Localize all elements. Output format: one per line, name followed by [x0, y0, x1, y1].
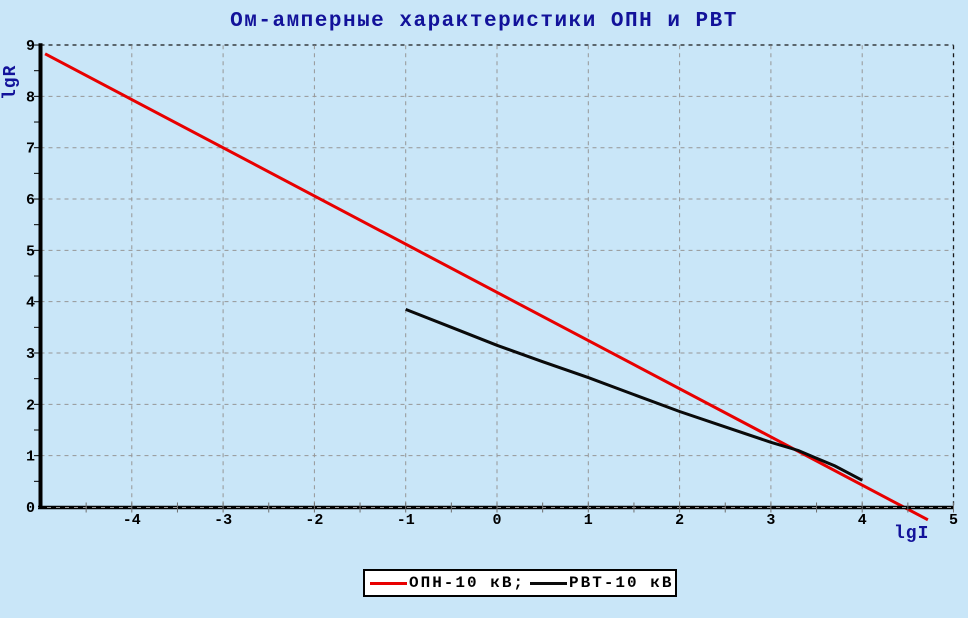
series-opn	[44, 52, 929, 522]
tick-label: 2	[675, 512, 684, 529]
tick-label: 5	[26, 243, 35, 260]
tick-label: 7	[26, 141, 35, 158]
chart-title: Ом-амперные характеристики ОПН и РВТ	[230, 10, 738, 33]
tick-label: 4	[26, 295, 35, 312]
tick-label: 3	[26, 346, 35, 363]
tick-label: 1	[584, 512, 593, 529]
tick-label: -3	[214, 512, 232, 529]
tick-label: -1	[397, 512, 415, 529]
tick-label: 8	[26, 89, 35, 106]
x-axis-title: lgI	[894, 524, 930, 544]
tick-label: 0	[26, 500, 35, 517]
legend-line-sample-rvt	[530, 581, 568, 585]
tick-label: 0	[492, 512, 501, 529]
legend-line-sample-opn	[370, 581, 407, 585]
series-rvt	[405, 308, 863, 482]
tick-label: -4	[123, 512, 141, 529]
tick-label: 1	[26, 449, 35, 466]
tick-label: 9	[26, 38, 35, 55]
tick-label: 5	[949, 512, 958, 529]
tick-label: -2	[305, 512, 323, 529]
tick-label: 4	[858, 512, 867, 529]
legend-label-opn: ОПН-10 кВ;	[409, 574, 526, 592]
tick-label: 3	[766, 512, 775, 529]
tick-label: 2	[26, 397, 35, 414]
tick-label: 6	[26, 192, 35, 209]
legend: ОПН-10 кВ; РВТ-10 кВ	[363, 569, 677, 597]
legend-label-rvt: РВТ-10 кВ	[569, 574, 674, 592]
